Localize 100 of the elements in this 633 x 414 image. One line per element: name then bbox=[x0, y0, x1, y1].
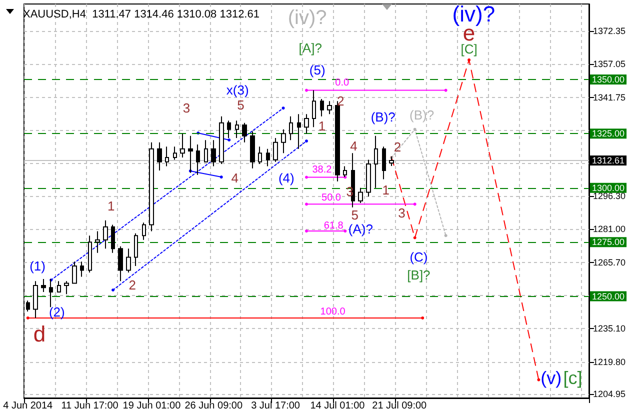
annotation: (5) bbox=[309, 62, 326, 78]
point bbox=[444, 234, 448, 238]
candlestick bbox=[33, 280, 38, 318]
annotation: 50.0 bbox=[322, 192, 342, 204]
candlestick bbox=[157, 142, 162, 172]
annotation: 2 bbox=[128, 278, 136, 292]
ref-line-label: 1300.00 bbox=[592, 182, 625, 193]
annotation: 4 bbox=[350, 138, 358, 154]
candlestick bbox=[258, 146, 262, 165]
annotation: (2) bbox=[48, 304, 65, 320]
point bbox=[413, 128, 416, 131]
candlestick bbox=[64, 280, 69, 295]
x-tick-label: 21 Jul 09:00 bbox=[372, 400, 428, 412]
candlestick bbox=[382, 146, 386, 180]
annotation: 4 bbox=[231, 170, 239, 186]
y-tick-label: 1341.75 bbox=[593, 92, 626, 102]
candlestick bbox=[351, 152, 355, 208]
annotation: 3 bbox=[398, 206, 406, 221]
y-tick-label: 1372.35 bbox=[593, 26, 626, 36]
point bbox=[26, 316, 30, 320]
candlestick bbox=[327, 100, 332, 115]
annotation: 1 bbox=[107, 198, 115, 214]
annotation: 61.8 bbox=[324, 220, 344, 232]
point bbox=[413, 202, 416, 206]
point bbox=[444, 88, 448, 92]
candlestick bbox=[250, 131, 255, 169]
annotation: (4) bbox=[278, 170, 294, 186]
point bbox=[305, 88, 308, 92]
ref-line-label: 1250.00 bbox=[592, 291, 625, 302]
candlestick bbox=[118, 246, 123, 282]
point bbox=[468, 58, 471, 62]
candlestick bbox=[134, 232, 138, 266]
annotation: 100.0 bbox=[320, 306, 346, 318]
candlestick bbox=[266, 148, 270, 167]
candlestick bbox=[297, 114, 301, 150]
candlestick bbox=[111, 224, 115, 254]
candlestick bbox=[72, 261, 77, 284]
annotation: (A)? bbox=[348, 222, 373, 236]
point bbox=[112, 288, 115, 292]
annotation: [A]? bbox=[298, 40, 322, 56]
chart-title: XAUUSD,H4 1311.47 1314.46 1310.08 1312.61 bbox=[23, 8, 260, 20]
annotation: 0.0 bbox=[335, 78, 350, 88]
annotation: 2 bbox=[336, 94, 344, 108]
annotation: 1 bbox=[318, 118, 326, 134]
y-tick-label: 1235.10 bbox=[593, 324, 626, 334]
annotation: 5 bbox=[351, 208, 358, 222]
candlestick bbox=[312, 90, 316, 128]
annotation: 38.2 bbox=[312, 164, 332, 176]
y-tick-label: 1296.30 bbox=[593, 190, 626, 201]
candlestick bbox=[149, 142, 154, 232]
annotation: [B]? bbox=[407, 268, 430, 282]
annotation: (1) bbox=[30, 258, 46, 274]
point bbox=[220, 176, 223, 179]
candlestick bbox=[57, 280, 61, 292]
point bbox=[305, 202, 308, 206]
annotation: (v) bbox=[540, 368, 562, 388]
candlestick bbox=[180, 133, 185, 158]
candlestick bbox=[204, 140, 208, 162]
point bbox=[413, 236, 416, 240]
ref-line-label: 1312.61 bbox=[592, 156, 625, 166]
candlestick bbox=[165, 146, 169, 167]
annotation: 2 bbox=[394, 140, 402, 154]
candlestick bbox=[289, 116, 293, 141]
annotation: d bbox=[33, 322, 46, 346]
candlestick bbox=[126, 248, 131, 273]
candlestick bbox=[281, 128, 286, 154]
ref-line-label: 1325.00 bbox=[592, 128, 625, 139]
x-tick-label: 11 Jun 17:00 bbox=[61, 400, 119, 412]
point bbox=[305, 140, 308, 143]
candlestick bbox=[304, 114, 309, 134]
x-tick-label: 26 Jun 09:00 bbox=[184, 400, 243, 412]
candlestick bbox=[211, 140, 216, 167]
candlestick bbox=[242, 122, 247, 143]
candlestick bbox=[95, 230, 100, 254]
annotation: (B)? bbox=[370, 110, 396, 124]
ref-line-label: 1350.00 bbox=[592, 74, 625, 84]
candlestick bbox=[103, 220, 108, 250]
candlestick bbox=[173, 146, 177, 160]
y-tick-label: 1219.80 bbox=[593, 356, 626, 367]
candlestick bbox=[219, 116, 224, 165]
candlestick bbox=[358, 187, 363, 204]
annotation: x(3) bbox=[226, 82, 249, 98]
annotation: (B)? bbox=[410, 108, 434, 122]
y-tick-label: 1204.95 bbox=[593, 388, 626, 399]
y-tick-label: 1281.00 bbox=[593, 224, 626, 234]
x-tick-label: 14 Jul 01:00 bbox=[310, 400, 366, 412]
annotation: (iv)? bbox=[288, 7, 327, 29]
annotation: [c] bbox=[563, 368, 582, 388]
point bbox=[421, 316, 424, 320]
x-tick-label: 19 Jun 01:00 bbox=[122, 400, 182, 412]
point bbox=[228, 138, 231, 142]
candlestick bbox=[88, 235, 92, 273]
candlestick bbox=[273, 138, 278, 162]
ref-line-label: 1275.00 bbox=[592, 237, 625, 248]
point bbox=[537, 378, 540, 382]
x-tick-label: 4 Jun 2014 bbox=[3, 400, 54, 412]
candlestick bbox=[26, 300, 30, 312]
point bbox=[344, 230, 347, 233]
candlestick bbox=[366, 159, 371, 198]
point bbox=[282, 106, 285, 110]
